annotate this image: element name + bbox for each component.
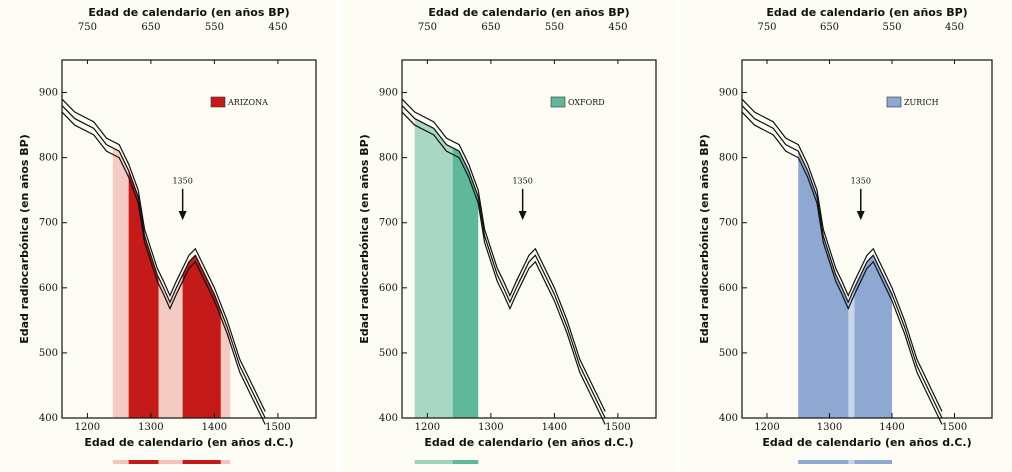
y-tick-label: 700 xyxy=(379,218,398,229)
legend-swatch xyxy=(210,96,226,108)
x-tick-label: 1200 xyxy=(75,422,100,433)
calibration-curve-line xyxy=(61,111,266,425)
x-tick-label: 1500 xyxy=(942,422,967,433)
y-axis-title: Edad radiocarbónica (en años BP) xyxy=(18,134,31,344)
y-tick-label: 600 xyxy=(379,283,398,294)
y-tick-label: 500 xyxy=(719,348,738,359)
top-tick-label: 750 xyxy=(757,22,776,33)
calibration-curve-line xyxy=(61,98,266,412)
top-tick-label: 650 xyxy=(820,22,839,33)
top-axis-title: Edad de calendario (en años BP) xyxy=(428,6,629,19)
y-tick-label: 900 xyxy=(719,88,738,99)
y-tick-label: 800 xyxy=(719,153,738,164)
legend-label: ZURICH xyxy=(904,98,939,107)
top-tick-label: 750 xyxy=(78,22,97,33)
range-bar-light xyxy=(112,460,231,464)
x-tick-label: 1300 xyxy=(817,422,842,433)
x-axis-title: Edad de calendario (en años d.C.) xyxy=(84,436,293,449)
y-tick-label: 800 xyxy=(39,153,58,164)
top-tick-label: 750 xyxy=(418,22,437,33)
annotation-arrowhead xyxy=(178,211,187,221)
x-tick-label: 1300 xyxy=(478,422,503,433)
top-tick-label: 550 xyxy=(205,22,224,33)
legend-swatch xyxy=(550,96,566,108)
x-tick-label: 1200 xyxy=(754,422,779,433)
calibration-curve-line xyxy=(401,98,606,412)
range-bar-dark xyxy=(128,460,159,464)
y-tick-label: 800 xyxy=(379,153,398,164)
x-tick-label: 1300 xyxy=(138,422,163,433)
legend-label: ARIZONA xyxy=(227,98,268,107)
legend-swatch xyxy=(886,96,902,108)
x-tick-label: 1400 xyxy=(879,422,904,433)
range-bar-dark xyxy=(452,460,479,464)
calibration-curve-line xyxy=(61,105,266,419)
x-tick-label: 1500 xyxy=(265,422,290,433)
calibration-curve-line xyxy=(741,111,943,425)
x-axis-title: Edad de calendario (en años d.C.) xyxy=(762,436,971,449)
top-tick-label: 650 xyxy=(141,22,160,33)
annotation-arrowhead xyxy=(518,211,527,221)
y-tick-label: 600 xyxy=(719,283,738,294)
annotation-label: 1350 xyxy=(851,177,871,186)
y-tick-label: 400 xyxy=(379,413,398,424)
top-axis-title: Edad de calendario (en años BP) xyxy=(766,6,967,19)
y-tick-label: 900 xyxy=(379,88,398,99)
x-tick-label: 1400 xyxy=(202,422,227,433)
y-tick-label: 400 xyxy=(719,413,738,424)
range-bar-light xyxy=(414,460,479,464)
top-tick-label: 650 xyxy=(481,22,500,33)
chart-svg-zurich: Edad de calendario (en años BP) 750 650 550… xyxy=(698,6,993,464)
top-tick-label: 450 xyxy=(945,22,964,33)
y-tick-label: 900 xyxy=(39,88,58,99)
x-tick-label: 1200 xyxy=(415,422,440,433)
x-tick-label: 1400 xyxy=(542,422,567,433)
top-axis-title: Edad de calendario (en años BP) xyxy=(88,6,289,19)
plot-frame xyxy=(741,59,993,419)
probability-band-dark xyxy=(182,255,221,418)
probability-band-dark xyxy=(854,255,892,418)
probability-band-dark xyxy=(128,170,159,418)
chart-svg-arizona: Edad de calendario (en años BP) 750 650 550… xyxy=(18,6,317,464)
y-tick-label: 700 xyxy=(39,218,58,229)
range-bar-dark xyxy=(182,460,221,464)
annotation-arrowhead xyxy=(856,211,865,221)
legend-label: OXFORD xyxy=(568,98,605,107)
calibration-curve-line xyxy=(401,111,606,425)
plot-frame xyxy=(401,59,657,419)
probability-band-dark xyxy=(798,151,849,419)
chart-panel-oxford: Edad de calendario (en años BP) 750 650 550… xyxy=(340,0,676,472)
range-bar-dark xyxy=(798,460,849,464)
chart-panel-arizona: Edad de calendario (en años BP) 750 650 550… xyxy=(0,0,336,472)
y-tick-label: 400 xyxy=(39,413,58,424)
top-tick-label: 450 xyxy=(608,22,627,33)
x-tick-label: 1500 xyxy=(605,422,630,433)
plot-frame xyxy=(61,59,317,419)
top-tick-label: 550 xyxy=(882,22,901,33)
y-tick-label: 500 xyxy=(379,348,398,359)
calibration-curve-line xyxy=(741,105,943,419)
probability-band-dark xyxy=(452,147,479,418)
top-tick-label: 550 xyxy=(545,22,564,33)
x-axis-title: Edad de calendario (en años d.C.) xyxy=(424,436,633,449)
annotation-label: 1350 xyxy=(512,177,532,186)
chart-panel-zurich: Edad de calendario (en años BP) 750 650 550… xyxy=(680,0,1012,472)
y-tick-label: 600 xyxy=(39,283,58,294)
y-tick-label: 500 xyxy=(39,348,58,359)
chart-svg-oxford: Edad de calendario (en años BP) 750 650 550… xyxy=(358,6,657,464)
y-tick-label: 700 xyxy=(719,218,738,229)
range-bar-dark xyxy=(854,460,892,464)
calibration-curve-line xyxy=(401,105,606,419)
annotation-label: 1350 xyxy=(172,177,192,186)
y-axis-title: Edad radiocarbónica (en años BP) xyxy=(698,134,711,344)
top-tick-label: 450 xyxy=(268,22,287,33)
y-axis-title: Edad radiocarbónica (en años BP) xyxy=(358,134,371,344)
calibration-curve-line xyxy=(741,98,943,412)
